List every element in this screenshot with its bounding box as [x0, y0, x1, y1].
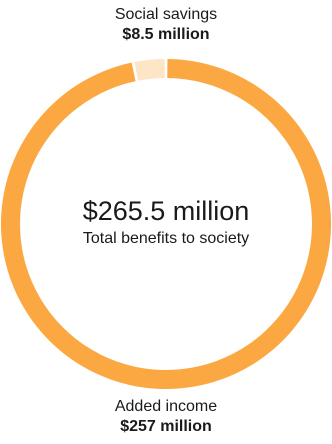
- slice-value-social-savings: $8.5 million: [122, 26, 210, 43]
- slice-name-added-income: Added income: [114, 398, 218, 415]
- slice-value-added-income: $257 million: [120, 418, 212, 435]
- slice-name-social-savings: Social savings: [114, 6, 218, 23]
- slice-label-added-income: Added income $257 million: [0, 397, 332, 437]
- slice-social-savings: [134, 59, 165, 81]
- total-label: Total benefits to society: [82, 230, 250, 247]
- slice-label-social-savings: Social savings $8.5 million: [0, 5, 332, 45]
- total-value: $265.5 million: [82, 196, 250, 226]
